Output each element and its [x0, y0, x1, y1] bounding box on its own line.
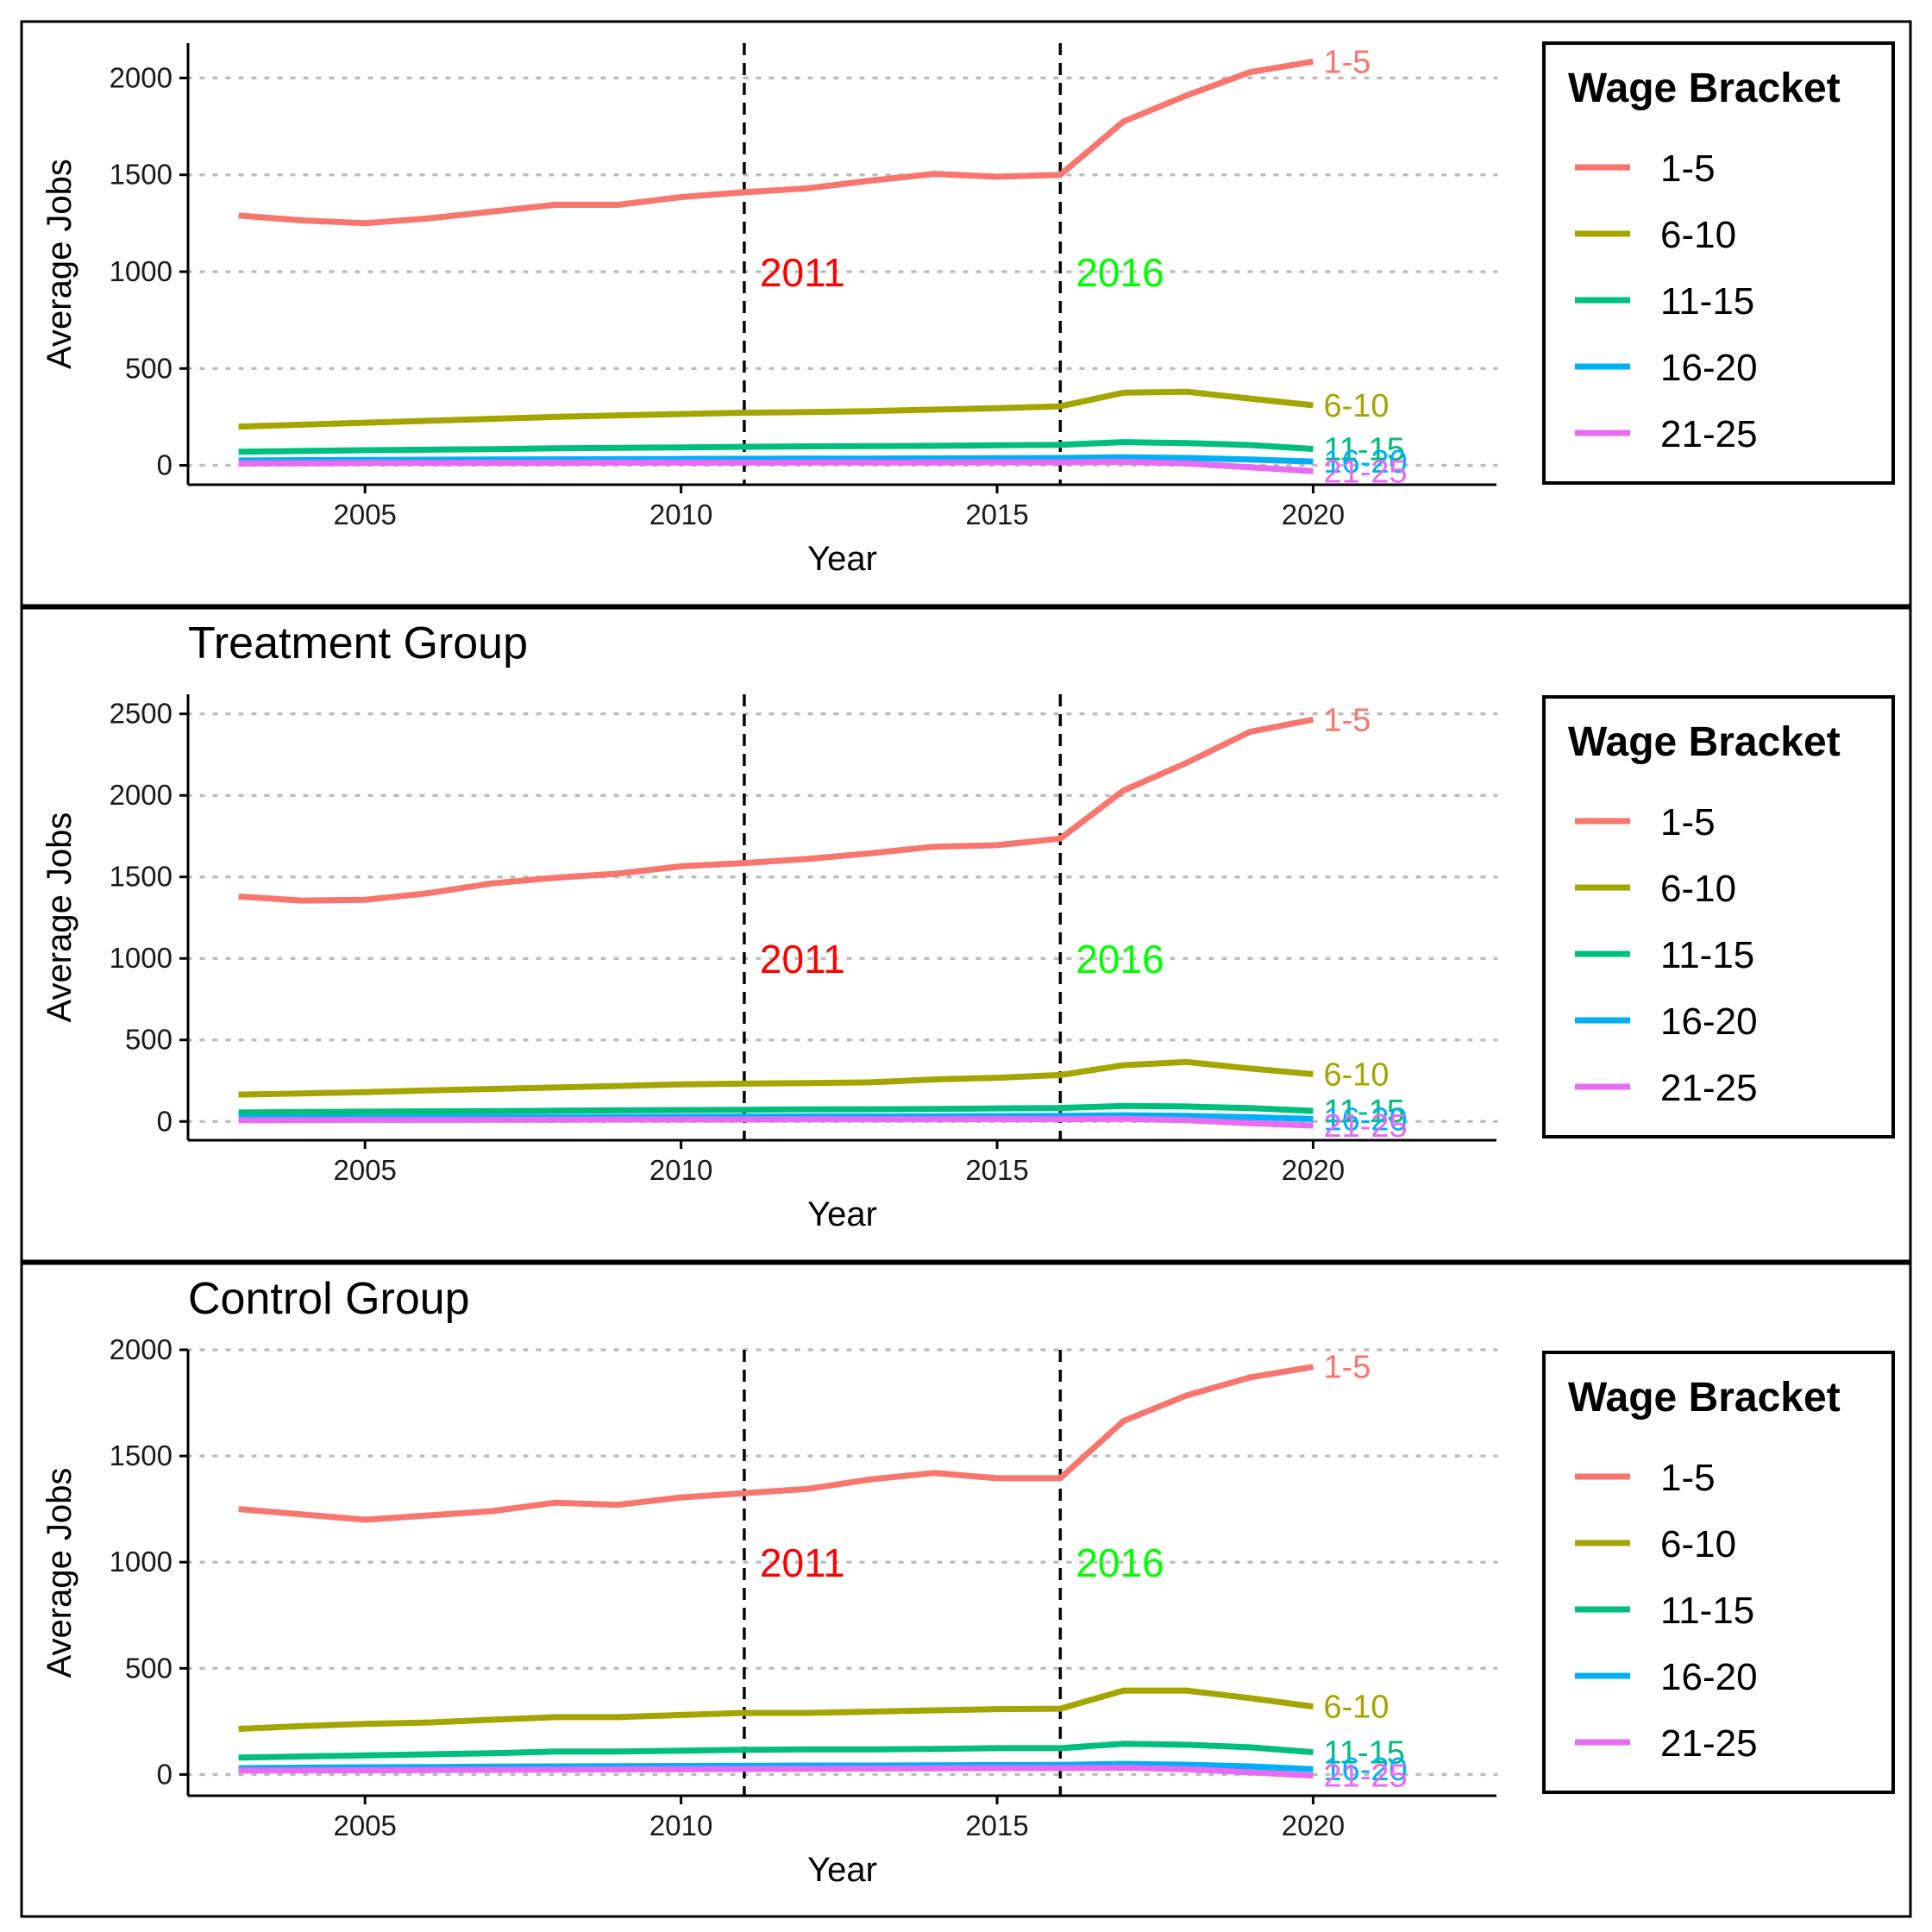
y-tick-label: 500	[125, 1024, 172, 1056]
legend-entry-label: 11-15	[1660, 280, 1754, 323]
legend-entry-label: 6-10	[1660, 1523, 1736, 1565]
reference-line-label: 2016	[1076, 937, 1164, 982]
x-tick-label: 2005	[333, 499, 396, 530]
x-tick-label: 2005	[333, 1810, 396, 1841]
series-end-label: 1-5	[1323, 1350, 1371, 1386]
y-tick-label: 2500	[110, 698, 172, 730]
series-end-label: 1-5	[1323, 44, 1371, 80]
x-tick-label: 2015	[965, 1810, 1028, 1841]
series-line-21-25	[238, 459, 1314, 474]
reference-line-label: 2016	[1076, 1540, 1164, 1585]
series-end-label: 16-20	[1323, 1101, 1407, 1138]
y-tick-label: 2000	[110, 779, 172, 811]
y-tick-label: 500	[125, 1652, 172, 1684]
series-end-label: 21-25	[1323, 1759, 1407, 1795]
legend-entry-label: 11-15	[1660, 1590, 1754, 1632]
legend-frame	[1542, 695, 1895, 1138]
legend-entry-label: 6-10	[1660, 214, 1736, 256]
y-tick-label: 2000	[110, 1333, 172, 1365]
series-line-6-10	[238, 1058, 1314, 1098]
series-end-label: 6-10	[1323, 1690, 1389, 1726]
x-tick-label: 2020	[1282, 1154, 1345, 1186]
series-end-label: 21-25	[1323, 1108, 1407, 1145]
series-line-1-5	[238, 58, 1314, 227]
y-axis-title: Average Jobs	[41, 812, 78, 1023]
y-tick-label: 1000	[110, 255, 172, 287]
series-line-11-15	[238, 1741, 1314, 1761]
legend-title: Wage Bracket	[1568, 1375, 1841, 1421]
series-end-label: 11-15	[1323, 1094, 1404, 1130]
y-tick-label: 2000	[110, 61, 172, 93]
x-tick-label: 2015	[965, 1154, 1028, 1186]
y-tick-label: 1500	[110, 861, 172, 893]
legend-title: Wage Bracket	[1568, 66, 1841, 111]
series-line-11-15	[238, 1102, 1314, 1116]
legend-entry-label: 1-5	[1660, 801, 1716, 844]
x-tick-label: 2010	[649, 1154, 712, 1186]
legend-entry-label: 1-5	[1660, 1457, 1716, 1499]
x-axis-title: Year	[807, 540, 877, 578]
y-tick-label: 0	[157, 449, 172, 481]
series-end-label: 16-20	[1323, 444, 1407, 480]
series-line-6-10	[238, 388, 1314, 430]
y-tick-label: 0	[157, 1105, 172, 1137]
series-end-label: 6-10	[1323, 388, 1389, 424]
reference-line-label: 2016	[1076, 250, 1164, 295]
legend-frame	[1542, 41, 1895, 485]
legend: Wage Bracket 1-5 6-10 11-15 16-20 21-25	[1542, 41, 1895, 485]
legend-entry-label: 16-20	[1660, 1656, 1758, 1698]
y-tick-label: 1000	[110, 1546, 172, 1578]
panel-title: Treatment Group	[188, 618, 528, 668]
y-tick-label: 1500	[110, 159, 172, 191]
legend-entry-label: 16-20	[1660, 347, 1758, 389]
series-line-21-25	[238, 1765, 1314, 1779]
x-axis-title: Year	[807, 1195, 877, 1233]
x-tick-label: 2005	[333, 1154, 396, 1186]
legend-entry-label: 21-25	[1660, 1722, 1758, 1765]
y-tick-label: 1000	[110, 942, 172, 974]
x-tick-label: 2015	[965, 499, 1028, 530]
legend-entry-label: 16-20	[1660, 1000, 1758, 1043]
series-end-label: 11-15	[1323, 1735, 1404, 1772]
series-end-label: 6-10	[1323, 1057, 1389, 1093]
series-end-label: 16-20	[1323, 1752, 1407, 1788]
legend: Wage Bracket 1-5 6-10 11-15 16-20 21-25	[1542, 1351, 1895, 1794]
reference-line-label: 2011	[760, 250, 845, 295]
y-tick-label: 1500	[110, 1440, 172, 1471]
legend-entry-label: 21-25	[1660, 1067, 1758, 1109]
series-end-label: 1-5	[1323, 702, 1371, 738]
legend-entry-label: 1-5	[1660, 147, 1716, 190]
series-line-21-25	[238, 1115, 1314, 1129]
series-line-6-10	[238, 1687, 1314, 1732]
legend: Wage Bracket 1-5 6-10 11-15 16-20 21-25	[1542, 695, 1895, 1138]
chart-panel-1: 2011 20161-56-1011-1516-2021-250500100015…	[20, 20, 1912, 607]
y-tick-label: 500	[125, 352, 172, 384]
reference-line-label: 2011	[760, 937, 845, 982]
x-axis-title: Year	[807, 1851, 877, 1889]
legend-title: Wage Bracket	[1568, 719, 1841, 765]
series-line-16-20	[238, 454, 1314, 465]
legend-frame	[1542, 1351, 1895, 1794]
series-line-1-5	[238, 716, 1314, 904]
legend-entry-label: 11-15	[1660, 934, 1754, 976]
y-axis-title: Average Jobs	[41, 159, 78, 369]
x-tick-label: 2010	[649, 1810, 712, 1841]
panel-title: Control Group	[188, 1274, 470, 1324]
y-axis-title: Average Jobs	[41, 1468, 78, 1678]
x-tick-label: 2020	[1282, 1810, 1345, 1841]
legend-entry-label: 21-25	[1660, 413, 1758, 455]
series-end-label: 11-15	[1323, 431, 1404, 467]
series-line-1-5	[238, 1364, 1314, 1523]
x-tick-label: 2010	[649, 499, 712, 530]
y-tick-label: 0	[157, 1758, 172, 1790]
legend-entry-label: 6-10	[1660, 868, 1736, 910]
series-line-11-15	[238, 439, 1314, 455]
reference-line-label: 2011	[760, 1540, 845, 1585]
x-tick-label: 2020	[1282, 499, 1345, 530]
